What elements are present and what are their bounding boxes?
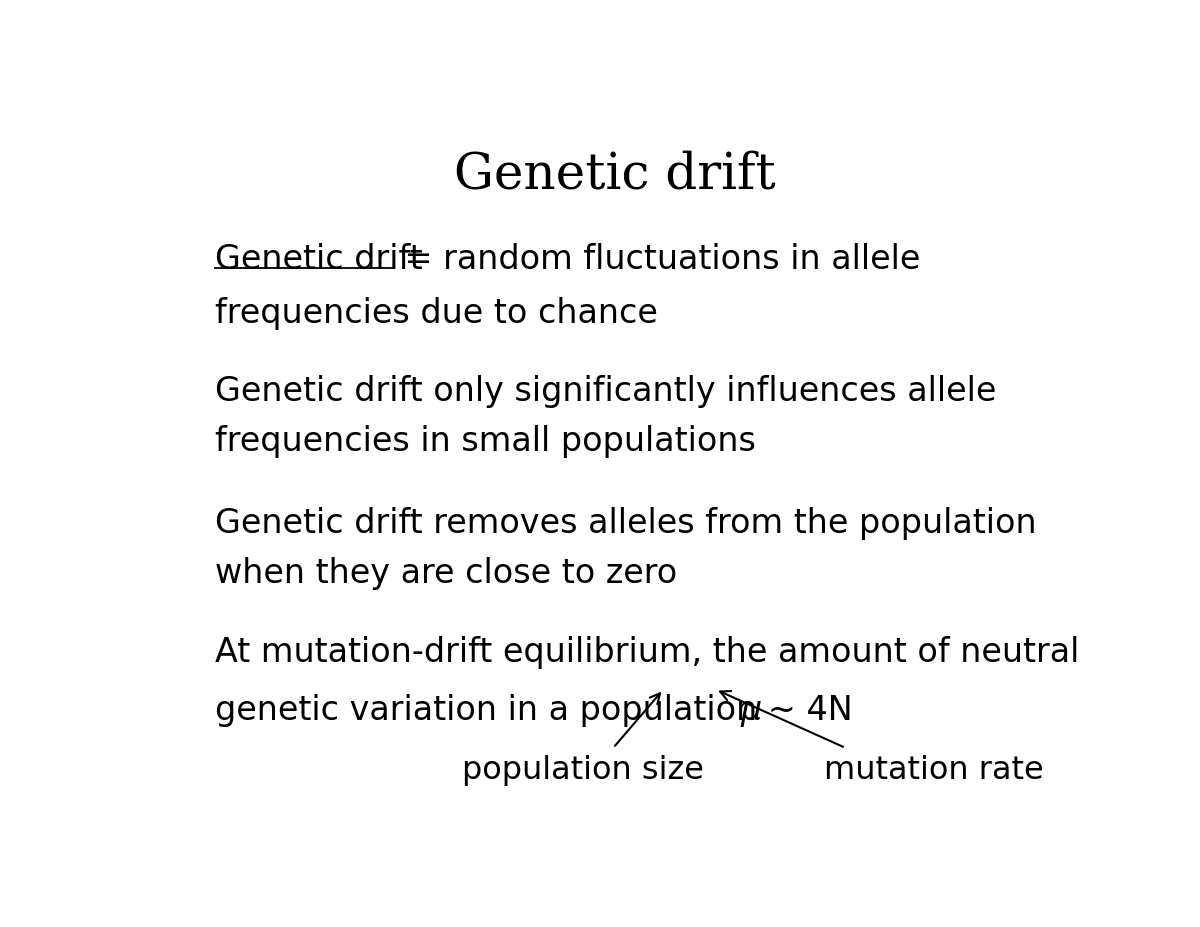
Text: Genetic drift only significantly influences allele
frequencies in small populati: Genetic drift only significantly influen… xyxy=(215,375,996,458)
Text: At mutation-drift equilibrium, the amount of neutral: At mutation-drift equilibrium, the amoun… xyxy=(215,636,1080,669)
Text: Genetic drift removes alleles from the population
when they are close to zero: Genetic drift removes alleles from the p… xyxy=(215,507,1037,590)
Text: frequencies due to chance: frequencies due to chance xyxy=(215,297,658,330)
Text: Genetic drift: Genetic drift xyxy=(215,243,422,276)
Text: Genetic drift: Genetic drift xyxy=(454,150,776,200)
Text: genetic variation in a population ∼ 4N: genetic variation in a population ∼ 4N xyxy=(215,694,853,728)
Text: μ: μ xyxy=(740,694,762,728)
Text: population size: population size xyxy=(462,756,703,786)
Text: = random fluctuations in allele: = random fluctuations in allele xyxy=(394,243,920,276)
Text: mutation rate: mutation rate xyxy=(824,756,1044,786)
